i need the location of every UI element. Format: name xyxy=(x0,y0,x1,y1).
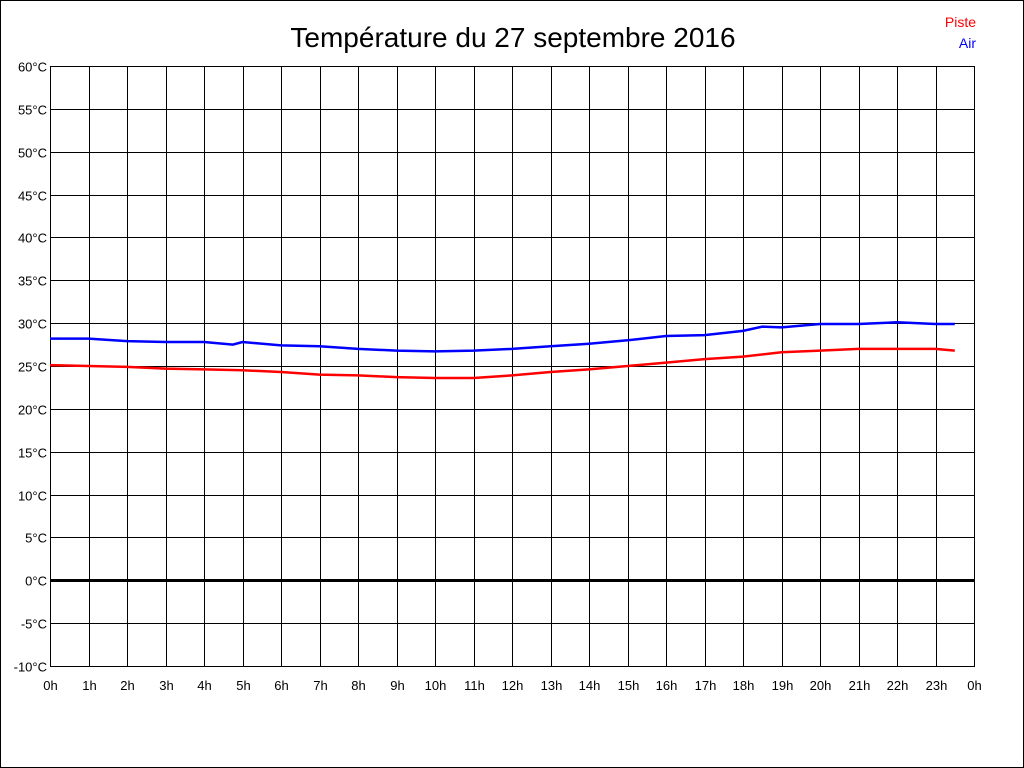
x-tick-label: 9h xyxy=(390,678,404,693)
y-tick-label: 25°C xyxy=(18,360,47,375)
x-tick-label: 17h xyxy=(695,678,717,693)
x-tick-label: 19h xyxy=(772,678,794,693)
x-tick-label: 8h xyxy=(351,678,365,693)
y-tick-label: 40°C xyxy=(18,231,47,246)
x-tick-label: 7h xyxy=(313,678,327,693)
y-tick-label: 10°C xyxy=(18,489,47,504)
x-tick-label: 22h xyxy=(887,678,909,693)
y-tick-label: 15°C xyxy=(18,446,47,461)
x-tick-label: 0h xyxy=(967,678,981,693)
x-tick-label: 6h xyxy=(274,678,288,693)
legend-item-piste: Piste xyxy=(945,14,976,30)
legend: Piste Air xyxy=(945,14,976,51)
x-tick-label: 21h xyxy=(849,678,871,693)
y-tick-label: 5°C xyxy=(25,531,47,546)
x-tick-label: 12h xyxy=(502,678,524,693)
y-tick-label: 20°C xyxy=(18,403,47,418)
tick-labels: 0h 1h 2h 3h 4h 5h 6h 7h 8h 9h 10h 11h 12h 13h 14h 15h 16… xyxy=(14,60,982,694)
x-tick-label: 5h xyxy=(236,678,250,693)
series-lines xyxy=(49,321,955,380)
x-tick-label: 16h xyxy=(656,678,678,693)
y-tick-label: 50°C xyxy=(18,146,47,161)
x-tick-label: 13h xyxy=(541,678,563,693)
y-tick-label: 30°C xyxy=(18,317,47,332)
y-tick-label: 0°C xyxy=(25,574,47,589)
series-line-air xyxy=(50,321,955,353)
x-tick-label: 3h xyxy=(159,678,173,693)
x-tick-label: 0h xyxy=(43,678,57,693)
x-tick-label: 15h xyxy=(618,678,640,693)
x-tick-label: 20h xyxy=(810,678,832,693)
y-tick-label: 35°C xyxy=(18,274,47,289)
grid xyxy=(50,66,975,667)
x-tick-label: 10h xyxy=(425,678,447,693)
y-tick-label: -10°C xyxy=(14,660,47,675)
x-tick-label: 2h xyxy=(120,678,134,693)
y-tick-label: 55°C xyxy=(18,103,47,118)
legend-item-air: Air xyxy=(959,35,976,51)
x-tick-label: 1h xyxy=(82,678,96,693)
x-tick-label: 4h xyxy=(197,678,211,693)
y-tick-label: -5°C xyxy=(21,617,47,632)
series-line-piste xyxy=(49,347,955,380)
x-tick-label: 14h xyxy=(579,678,601,693)
x-tick-label: 23h xyxy=(926,678,948,693)
x-tick-label: 18h xyxy=(733,678,755,693)
y-tick-label: 45°C xyxy=(18,189,47,204)
y-tick-label: 60°C xyxy=(18,60,47,75)
chart-title: Température du 27 septembre 2016 xyxy=(290,22,735,53)
x-tick-label: 11h xyxy=(464,678,485,693)
